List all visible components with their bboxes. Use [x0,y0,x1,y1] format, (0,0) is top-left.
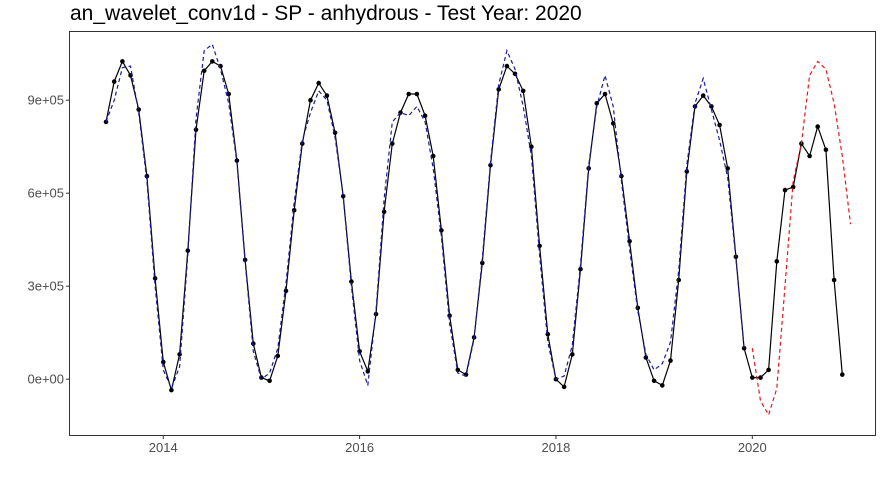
data-point [234,158,240,163]
data-point [790,184,796,190]
data-point [504,63,510,69]
data-point [823,147,829,153]
data-point [291,208,297,213]
data-point [316,80,322,86]
data-point [578,266,583,272]
data-point [750,375,755,380]
data-point [561,384,567,390]
data-point [455,367,461,373]
data-point [161,359,166,365]
y-tick-label: 6e+05 [27,186,64,201]
data-point [660,383,665,388]
series-line-2 [751,60,852,417]
data-point [758,375,763,380]
data-point [831,277,837,283]
y-tick-label: 0e+00 [27,372,64,387]
data-point [381,209,387,215]
data-point [120,59,125,64]
data-point [136,107,141,112]
data-point [594,101,600,106]
data-point [488,163,493,168]
data-point [496,87,502,92]
data-point [774,259,780,264]
data-point [283,288,289,294]
data-point [308,97,313,103]
data-point [570,352,575,357]
data-point [643,355,649,360]
data-point [349,279,354,284]
data-point [807,153,812,159]
data-point [700,93,706,98]
data-point [815,124,820,129]
data-point [717,122,722,128]
data-point [610,121,616,126]
x-tick-label: 2020 [738,440,767,455]
data-point [627,239,632,244]
data-point [537,243,542,249]
data-point [275,353,281,359]
data-point [684,169,690,174]
data-point [267,378,272,384]
y-tick-label: 3e+05 [27,279,64,294]
x-axis: 2014 2016 2018 2020 [149,435,767,455]
data-point [545,332,551,337]
data-point [414,91,420,97]
chart-title: an_wavelet_conv1d - SP - anhydrous - Tes… [70,2,582,25]
data-point [185,248,191,253]
data-point [766,367,771,373]
data-point [520,88,526,94]
data-point [651,378,657,384]
data-point [439,228,444,233]
data-point [169,387,174,393]
y-tick-label: 9e+05 [27,93,64,108]
y-axis: 0e+00 3e+05 6e+05 9e+05 [27,93,70,387]
data-point [422,113,428,118]
data-point [602,91,608,97]
data-point [725,166,730,171]
data-point [782,187,788,193]
data-point [668,358,673,363]
data-point [111,79,117,84]
data-point [340,194,346,199]
data-point [463,372,469,377]
data-point [201,68,207,74]
data-point [152,276,158,281]
data-point [406,91,412,97]
series-line-1 [105,43,745,391]
data-point [430,153,436,159]
x-tick-label: 2014 [149,440,178,455]
data-point [840,372,845,377]
series-layer [103,43,852,417]
data-point [480,260,485,266]
plot-panel [69,31,876,436]
data-point [357,349,362,354]
x-tick-label: 2016 [345,440,374,455]
data-point [210,59,215,64]
x-tick-label: 2018 [541,440,570,455]
data-point [390,141,395,146]
data-point [324,93,330,98]
data-point [226,91,231,97]
